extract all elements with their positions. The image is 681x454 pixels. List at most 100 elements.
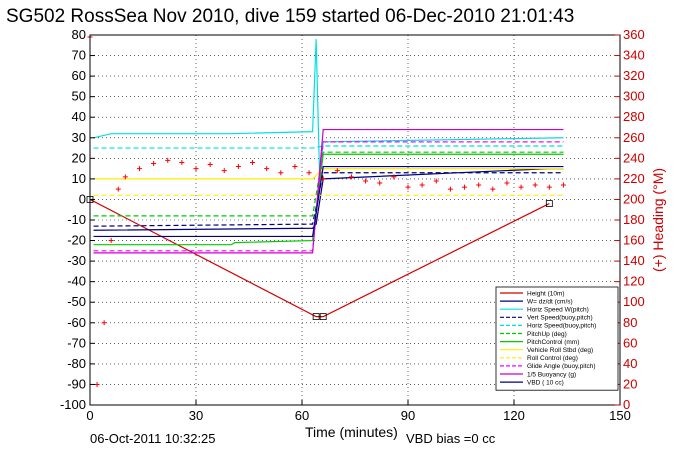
heading-point [433, 178, 439, 184]
heading-point [235, 164, 241, 170]
legend-entry: Roll Control (deg) [527, 355, 578, 362]
legend-entry: 1/5 Buoyancy (g) [527, 371, 576, 378]
y-tick-label: 70 [72, 48, 86, 63]
height-marker [545, 200, 553, 207]
y2-tick-label: 260 [623, 130, 645, 145]
y-tick-label: -50 [67, 294, 86, 309]
heading-point [518, 184, 524, 190]
y-tick-label: 20 [72, 150, 86, 165]
y-tick-label: -30 [67, 253, 86, 268]
heading-point [462, 184, 468, 190]
series-4 [93, 145, 564, 149]
series-5 [93, 151, 564, 217]
series-10 [93, 128, 564, 254]
y-tick-label: 60 [72, 68, 86, 83]
y2-tick-label: 360 [623, 27, 645, 42]
legend: Height (10m)W= dz/dt (cm/s) Horiz Speed W… [495, 286, 619, 391]
legend-entry: Vehicle Roll Stbd (deg) [527, 347, 593, 354]
heading-point [377, 180, 383, 186]
y-tick-label: 40 [72, 109, 86, 124]
heading-point [447, 186, 453, 192]
y2-tick-label: 300 [623, 89, 645, 104]
y-tick-label: -70 [67, 335, 86, 350]
y-tick-label: 0 [79, 191, 86, 206]
x-axis: 0 30 60 90 120 150 [86, 400, 631, 423]
heading-point [532, 182, 538, 188]
heading-point [193, 166, 199, 172]
series-1 [93, 168, 564, 231]
heading-point [504, 180, 510, 186]
y2-tick-label: 340 [623, 48, 645, 63]
y2-tick-label: 280 [623, 109, 645, 124]
heading-point [546, 184, 552, 190]
y2-tick-label: 60 [623, 335, 637, 350]
legend-box [495, 286, 619, 391]
y-tick-label: -90 [67, 376, 86, 391]
x-tick-label: 90 [401, 408, 415, 423]
y2-tick-label: 200 [623, 191, 645, 206]
heading-point [334, 168, 340, 174]
y2-tick-label: 80 [623, 315, 637, 330]
series-line [93, 172, 564, 227]
heading-point [476, 182, 482, 188]
y-axis: 80 70 60 50 40 30 20 10 0 -10 -20 -30 -40 -50 -60 -70 -8… [60, 27, 95, 412]
series-9 [93, 141, 564, 252]
legend-entry: Horiz Speed W(pitch) [527, 307, 589, 314]
heading-point [348, 174, 354, 180]
heading-point [165, 157, 171, 163]
heading-point [306, 170, 312, 176]
y-tick-label: 80 [72, 27, 86, 42]
heading-point [94, 381, 100, 387]
series-line [93, 151, 564, 217]
x-tick-label: 60 [295, 408, 309, 423]
heading-point [560, 182, 566, 188]
y-tick-label: -20 [67, 233, 86, 248]
heading-point [250, 159, 256, 165]
series-line [93, 153, 564, 246]
y2-tick-label: 120 [623, 274, 645, 289]
legend-entry: Horiz Speed(buoy,pitch) [527, 323, 596, 330]
y2-tick-label: 100 [623, 294, 645, 309]
heading-point [207, 162, 213, 167]
y2-axis: 3603403203002802602402202001801601401201… [615, 27, 645, 412]
heading-point [101, 320, 107, 326]
heading-point [264, 166, 270, 172]
legend-entry: PitchControl (mm) [527, 339, 579, 346]
series-line [93, 165, 564, 238]
y-tick-label: -10 [67, 212, 86, 227]
y-tick-label: -60 [67, 315, 86, 330]
y-tick-label: -40 [67, 274, 86, 289]
series-layer [86, 34, 566, 387]
heading-point [405, 184, 411, 190]
height-marker [319, 313, 327, 321]
heading-point [419, 182, 425, 188]
x-tick-label: 150 [609, 408, 631, 423]
series-line [93, 168, 564, 180]
series-3 [93, 172, 564, 227]
x-tick-label: 0 [86, 408, 93, 423]
heading-point [320, 176, 326, 182]
y-tick-label: 30 [72, 130, 86, 145]
series-2 [93, 39, 564, 179]
series-line [93, 145, 564, 149]
y2-tick-label: 140 [623, 253, 645, 268]
y2-tick-label: 240 [623, 150, 645, 165]
series-line [93, 168, 564, 231]
heading-point [115, 186, 121, 192]
vbd-bias-footer: VBD bias =0 cc [406, 431, 496, 446]
series-7 [93, 168, 564, 180]
y2-tick-label: 160 [623, 233, 645, 248]
y-tick-label: 50 [72, 89, 86, 104]
y2-tick-label: 220 [623, 171, 645, 186]
height-marker [312, 313, 320, 321]
y-tick-label: -100 [60, 397, 86, 412]
legend-entry: Glide Angle (buoy,pitch) [527, 363, 596, 370]
series-12 [87, 34, 566, 387]
heading-point [136, 166, 142, 172]
y-tick-label: 10 [72, 171, 86, 186]
series-11 [93, 165, 564, 238]
heading-point [108, 238, 114, 244]
legend-entry: W= dz/dt (cm/s) [527, 298, 573, 305]
y2-axis-label: (+) Heading (°M) [650, 168, 666, 272]
